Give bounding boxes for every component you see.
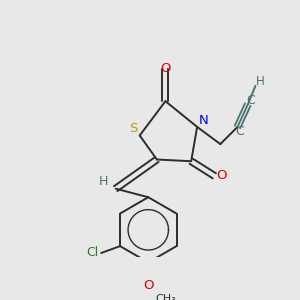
- Text: Cl: Cl: [86, 247, 99, 260]
- Text: S: S: [129, 122, 137, 135]
- Text: O: O: [160, 62, 171, 75]
- Text: H: H: [99, 175, 108, 188]
- Text: O: O: [143, 279, 154, 292]
- Text: H: H: [255, 75, 264, 88]
- Text: C: C: [246, 94, 255, 107]
- Text: CH₃: CH₃: [155, 294, 176, 300]
- Text: C: C: [236, 125, 244, 138]
- Text: N: N: [199, 114, 209, 127]
- Text: O: O: [216, 169, 226, 182]
